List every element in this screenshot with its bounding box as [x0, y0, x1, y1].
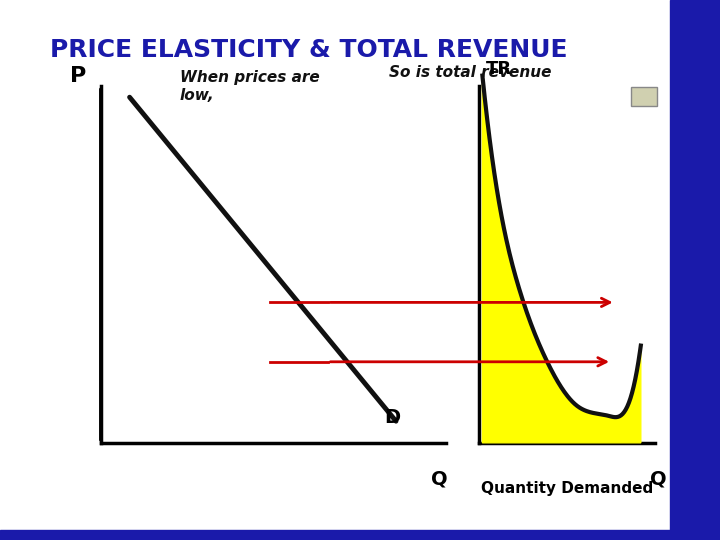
Text: P: P: [70, 65, 86, 86]
Text: So is total revenue: So is total revenue: [389, 65, 552, 80]
Text: Q: Q: [431, 470, 448, 489]
Bar: [0, 530, 720, 540]
Text: D: D: [384, 408, 400, 427]
Bar: [670, 0, 720, 540]
Text: PRICE ELASTICITY & TOTAL REVENUE: PRICE ELASTICITY & TOTAL REVENUE: [50, 38, 568, 62]
Text: Quantity Demanded: Quantity Demanded: [481, 481, 653, 496]
Bar: [631, 87, 657, 106]
Text: TR: TR: [486, 60, 512, 78]
Polygon shape: [482, 76, 641, 443]
Text: When prices are
low,: When prices are low,: [180, 70, 320, 103]
Text: Q: Q: [650, 470, 667, 489]
